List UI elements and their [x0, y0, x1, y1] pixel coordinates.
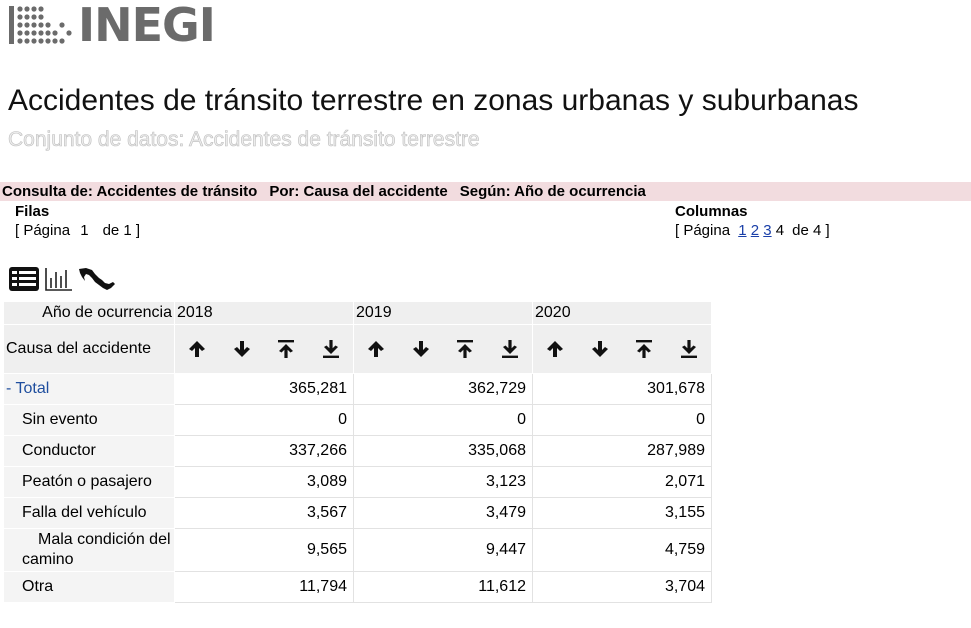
- sort-to-top-icon[interactable]: [455, 339, 475, 359]
- table-cell: 3,123: [353, 466, 533, 498]
- columns-pager-text: [ Página 1 2 3 4 de 4 ]: [675, 221, 830, 241]
- sort-ascending-icon[interactable]: [545, 339, 565, 359]
- sort-to-top-icon[interactable]: [634, 339, 654, 359]
- row-label: Mala condición del camino: [3, 528, 175, 572]
- inegi-logo[interactable]: INEGI: [8, 0, 216, 52]
- row-label: Peatón o pasajero: [3, 466, 175, 498]
- columns-page-link-3[interactable]: 3: [763, 222, 772, 239]
- year-2018-header: 2018: [174, 301, 354, 325]
- table-cell: 0: [174, 404, 354, 436]
- rows-current-page: 1: [80, 222, 89, 239]
- logo-wordmark: INEGI: [78, 0, 216, 52]
- table-cell: 9,447: [353, 528, 533, 572]
- sort-controls-2020: [532, 324, 712, 374]
- table-cell: 3,155: [532, 497, 712, 529]
- table-cell: 287,989: [532, 435, 712, 467]
- sort-ascending-icon[interactable]: [366, 339, 386, 359]
- row-label: Otra: [3, 571, 175, 603]
- sort-controls-2018: [174, 324, 354, 374]
- table-row: Mala condición del camino 9,565 9,447 4,…: [3, 528, 712, 572]
- query-bar: Consulta de: Accidentes de tránsito Por: …: [0, 182, 971, 201]
- sort-ascending-icon[interactable]: [187, 339, 207, 359]
- query-consulta: Consulta de: Accidentes de tránsito: [2, 183, 258, 200]
- table-cell: 3,704: [532, 571, 712, 603]
- row-label-total[interactable]: - Total: [3, 373, 175, 405]
- columns-pager: Columnas [ Página 1 2 3 4 de 4 ]: [675, 203, 830, 241]
- query-segun: Según: Año de ocurrencia: [459, 183, 646, 200]
- rows-heading: Filas: [15, 203, 50, 220]
- sort-to-top-icon[interactable]: [276, 339, 296, 359]
- row-label: Sin evento: [3, 404, 175, 436]
- table-row: Falla del vehículo 3,567 3,479 3,155: [3, 497, 712, 529]
- table-cell: 3,479: [353, 497, 533, 529]
- table-row: Sin evento 0 0 0: [3, 404, 712, 436]
- rows-pager-prefix: [ Página: [15, 222, 71, 239]
- sort-descending-icon[interactable]: [411, 339, 431, 359]
- year-2020-header: 2020: [532, 301, 712, 325]
- table-cell: 11,794: [174, 571, 354, 603]
- table-cell: 365,281: [174, 373, 354, 405]
- sort-controls-2019: [353, 324, 533, 374]
- columns-page-link-1[interactable]: 1: [738, 222, 747, 239]
- view-switcher: [8, 266, 116, 292]
- columns-pager-prefix: [ Página: [675, 222, 731, 239]
- table-row: Otra 11,794 11,612 3,704: [3, 571, 712, 603]
- row-label: Falla del vehículo: [3, 497, 175, 529]
- table-cell: 362,729: [353, 373, 533, 405]
- table-cell: 3,567: [174, 497, 354, 529]
- chart-view-icon[interactable]: [44, 266, 74, 292]
- dataset-subtitle: Conjunto de datos: Accidentes de tránsit…: [8, 128, 480, 152]
- table-cell: 0: [532, 404, 712, 436]
- columns-current-page: 4: [775, 222, 785, 239]
- row-header: Causa del accidente: [3, 324, 175, 374]
- table-cell: 2,071: [532, 466, 712, 498]
- table-view-icon[interactable]: [8, 266, 40, 292]
- rows-pager-total: de 1 ]: [102, 222, 141, 239]
- table-cell: 0: [353, 404, 533, 436]
- map-view-icon[interactable]: [78, 266, 116, 292]
- rows-pager-text: [ Página 1 de 1 ]: [15, 221, 140, 241]
- sort-to-bottom-icon[interactable]: [321, 339, 341, 359]
- page-title: Accidentes de tránsito terrestre en zona…: [8, 84, 859, 117]
- table-row: Peatón o pasajero 3,089 3,123 2,071: [3, 466, 712, 498]
- table-cell: 301,678: [532, 373, 712, 405]
- columns-pager-total: de 4 ]: [792, 222, 830, 239]
- table-cell: 335,068: [353, 435, 533, 467]
- year-header: Año de ocurrencia: [3, 301, 175, 325]
- sort-to-bottom-icon[interactable]: [679, 339, 699, 359]
- sort-descending-icon[interactable]: [232, 339, 252, 359]
- rows-pager: Filas [ Página 1 de 1 ]: [15, 203, 140, 241]
- data-table: Año de ocurrencia 2018 2019 2020 Causa d…: [3, 301, 712, 603]
- query-por: Por: Causa del accidente: [269, 183, 448, 200]
- table-cell: 9,565: [174, 528, 354, 572]
- table-cell: 3,089: [174, 466, 354, 498]
- row-label: Conductor: [3, 435, 175, 467]
- table-cell: 4,759: [532, 528, 712, 572]
- columns-page-link-2[interactable]: 2: [750, 222, 760, 239]
- sort-descending-icon[interactable]: [590, 339, 610, 359]
- year-2019-header: 2019: [353, 301, 533, 325]
- table-row: Conductor 337,266 335,068 287,989: [3, 435, 712, 467]
- table-row: - Total 365,281 362,729 301,678: [3, 373, 712, 405]
- table-cell: 337,266: [174, 435, 354, 467]
- sort-to-bottom-icon[interactable]: [500, 339, 520, 359]
- inegi-dots-logo-icon: [9, 6, 72, 44]
- table-cell: 11,612: [353, 571, 533, 603]
- columns-heading: Columnas: [675, 203, 748, 220]
